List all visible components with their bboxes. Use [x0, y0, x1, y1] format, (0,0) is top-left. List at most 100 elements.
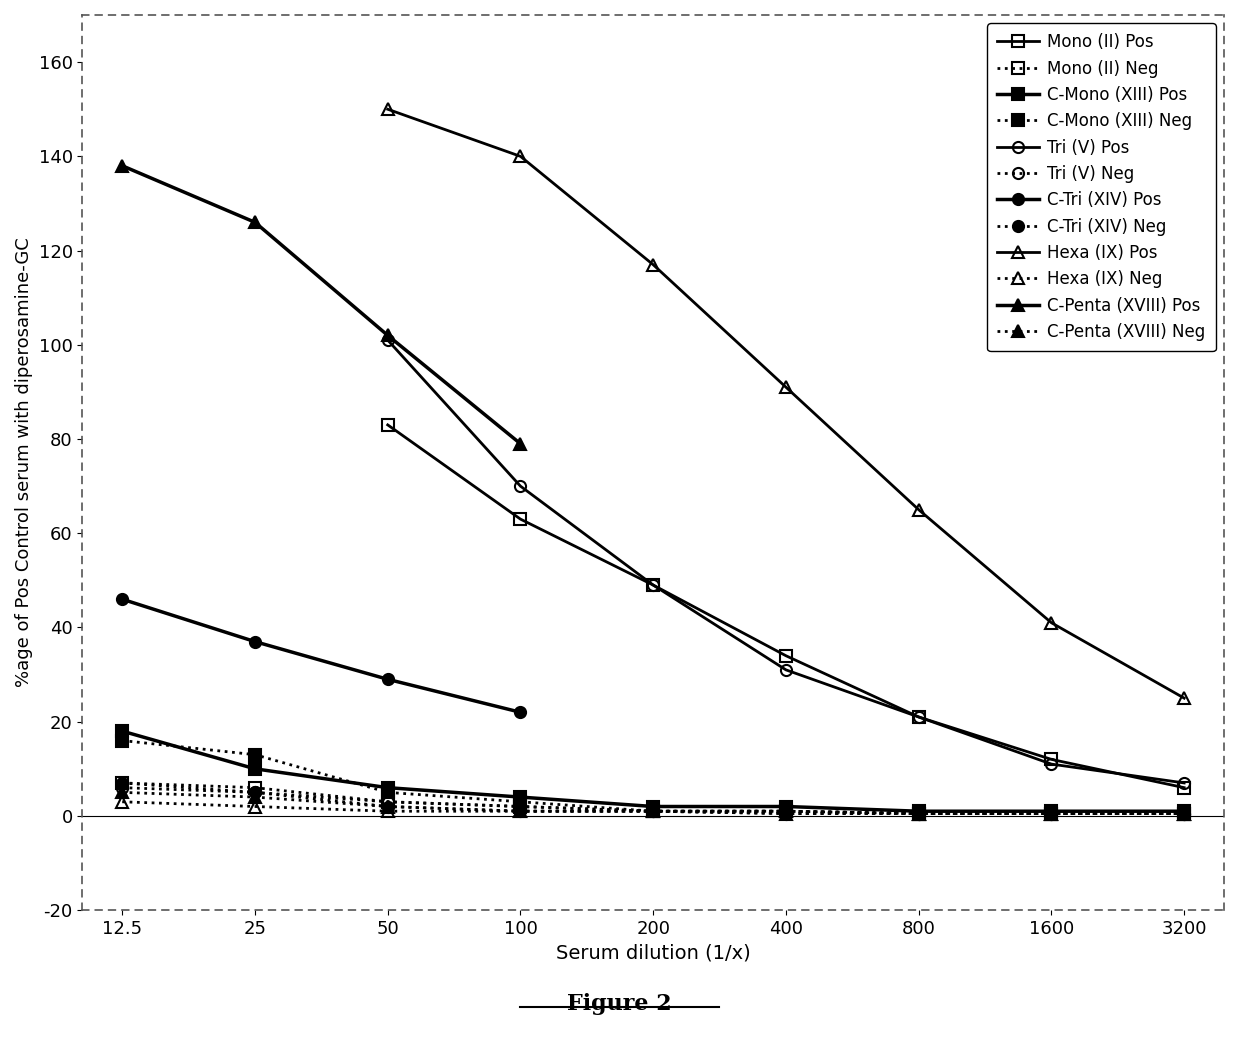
Mono (II) Neg [248, 781, 263, 794]
C-Mono (XIII) Neg [1177, 807, 1192, 820]
C-Penta (XVIII) Pos [380, 329, 395, 342]
X-axis label: Serum dilution (1/x): Serum dilution (1/x) [556, 944, 751, 963]
Y-axis label: %age of Pos Control serum with diperosamine-GC: %age of Pos Control serum with diperosam… [15, 238, 33, 687]
C-Mono (XIII) Pos [778, 800, 793, 812]
Hexa (IX) Pos [1177, 692, 1192, 704]
Mono (II) Pos [380, 418, 395, 431]
C-Mono (XIII) Neg [248, 748, 263, 761]
C-Tri (XIV) Neg [1177, 807, 1192, 820]
C-Mono (XIII) Pos [1044, 805, 1059, 818]
Tri (V) Pos [778, 663, 793, 676]
C-Mono (XIII) Pos [911, 805, 926, 818]
C-Mono (XIII) Pos [380, 781, 395, 794]
C-Penta (XVIII) Neg [778, 807, 793, 820]
C-Mono (XIII) Neg [646, 805, 660, 818]
C-Mono (XIII) Pos [1177, 805, 1192, 818]
Mono (II) Neg [115, 777, 130, 789]
Legend: Mono (II) Pos, Mono (II) Neg, C-Mono (XIII) Pos, C-Mono (XIII) Neg, Tri (V) Pos,: Mono (II) Pos, Mono (II) Neg, C-Mono (XI… [987, 23, 1215, 351]
Tri (V) Pos [380, 334, 395, 347]
Mono (II) Neg [646, 805, 660, 818]
Hexa (IX) Pos [380, 103, 395, 116]
Tri (V) Neg [248, 786, 263, 799]
C-Tri (XIV) Pos [115, 593, 130, 605]
C-Tri (XIV) Neg [911, 807, 926, 820]
C-Penta (XVIII) Neg [1044, 807, 1059, 820]
Hexa (IX) Pos [646, 259, 660, 271]
C-Penta (XVIII) Pos [513, 437, 528, 450]
C-Penta (XVIII) Pos [248, 217, 263, 229]
Mono (II) Neg [911, 807, 926, 820]
Mono (II) Neg [380, 796, 395, 808]
C-Penta (XVIII) Neg [115, 786, 130, 799]
Mono (II) Neg [1177, 807, 1192, 820]
Mono (II) Pos [513, 513, 528, 526]
Hexa (IX) Neg [778, 805, 793, 818]
Tri (V) Neg [380, 796, 395, 808]
C-Mono (XIII) Neg [778, 805, 793, 818]
Mono (II) Pos [911, 710, 926, 723]
C-Tri (XIV) Neg [248, 786, 263, 799]
Line: Mono (II) Pos: Mono (II) Pos [382, 419, 1189, 794]
Line: Tri (V) Pos: Tri (V) Pos [382, 334, 1189, 788]
Tri (V) Neg [778, 805, 793, 818]
Hexa (IX) Neg [646, 805, 660, 818]
Line: C-Mono (XIII) Neg: C-Mono (XIII) Neg [116, 735, 1189, 819]
Mono (II) Pos [1177, 781, 1192, 794]
Line: C-Penta (XVIII) Pos: C-Penta (XVIII) Pos [116, 160, 527, 450]
Line: Tri (V) Neg: Tri (V) Neg [116, 782, 1189, 819]
Hexa (IX) Pos [1044, 617, 1059, 630]
Tri (V) Neg [646, 805, 660, 818]
C-Mono (XIII) Pos [513, 790, 528, 803]
C-Mono (XIII) Neg [380, 786, 395, 799]
C-Tri (XIV) Neg [646, 805, 660, 818]
Mono (II) Neg [778, 805, 793, 818]
Tri (V) Neg [1177, 807, 1192, 820]
Mono (II) Pos [1044, 754, 1059, 766]
C-Tri (XIV) Neg [115, 777, 130, 789]
Tri (V) Pos [513, 480, 528, 493]
C-Mono (XIII) Neg [513, 796, 528, 808]
Hexa (IX) Neg [1177, 807, 1192, 820]
C-Mono (XIII) Neg [911, 807, 926, 820]
Tri (V) Pos [1177, 777, 1192, 789]
C-Penta (XVIII) Neg [646, 805, 660, 818]
Mono (II) Pos [646, 579, 660, 592]
Line: C-Tri (XIV) Neg: C-Tri (XIV) Neg [116, 778, 1189, 819]
Hexa (IX) Neg [115, 796, 130, 808]
Tri (V) Neg [513, 800, 528, 812]
Tri (V) Pos [911, 710, 926, 723]
Mono (II) Neg [1044, 807, 1059, 820]
Line: Hexa (IX) Pos: Hexa (IX) Pos [382, 103, 1191, 704]
C-Mono (XIII) Pos [115, 725, 130, 738]
Mono (II) Neg [513, 800, 528, 812]
Hexa (IX) Neg [911, 807, 926, 820]
C-Mono (XIII) Neg [115, 735, 130, 747]
Line: Hexa (IX) Neg: Hexa (IX) Neg [116, 796, 1191, 820]
Line: C-Tri (XIV) Pos: C-Tri (XIV) Pos [116, 594, 527, 718]
Text: Figure 2: Figure 2 [567, 993, 672, 1014]
C-Penta (XVIII) Neg [1177, 807, 1192, 820]
Hexa (IX) Pos [513, 150, 528, 163]
C-Penta (XVIII) Neg [513, 805, 528, 818]
Tri (V) Neg [115, 781, 130, 794]
Line: C-Mono (XIII) Pos: C-Mono (XIII) Pos [116, 725, 1189, 817]
Tri (V) Pos [646, 579, 660, 592]
Mono (II) Pos [778, 650, 793, 662]
C-Mono (XIII) Pos [646, 800, 660, 812]
C-Penta (XVIII) Neg [248, 790, 263, 803]
Hexa (IX) Neg [1044, 807, 1059, 820]
C-Tri (XIV) Neg [513, 805, 528, 818]
Hexa (IX) Neg [513, 805, 528, 818]
C-Penta (XVIII) Neg [380, 800, 395, 812]
Hexa (IX) Pos [911, 503, 926, 516]
Hexa (IX) Pos [778, 380, 793, 393]
Line: Mono (II) Neg: Mono (II) Neg [116, 778, 1189, 819]
C-Penta (XVIII) Pos [115, 160, 130, 172]
Tri (V) Pos [1044, 758, 1059, 770]
C-Tri (XIV) Pos [513, 706, 528, 719]
C-Mono (XIII) Pos [248, 763, 263, 776]
Tri (V) Neg [1044, 807, 1059, 820]
C-Tri (XIV) Neg [380, 800, 395, 812]
C-Tri (XIV) Neg [778, 807, 793, 820]
C-Mono (XIII) Neg [1044, 807, 1059, 820]
